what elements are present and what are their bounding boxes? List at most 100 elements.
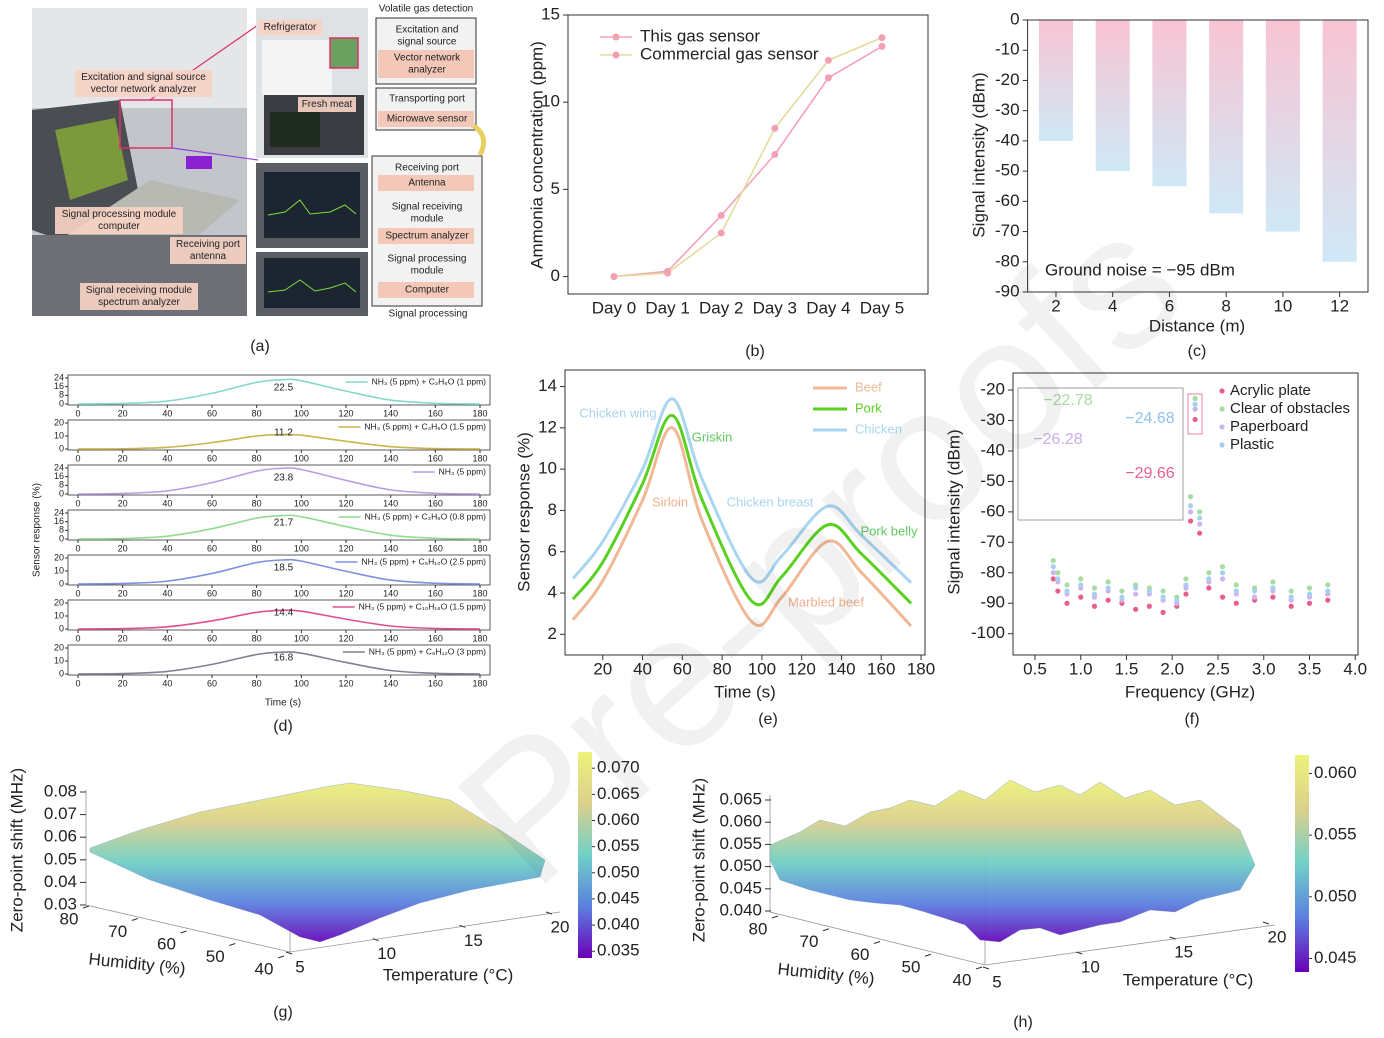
y-tick-label: 10 (54, 655, 64, 665)
y-tick-label: 10 (541, 92, 560, 111)
point (1219, 594, 1226, 600)
x-tick-label: 60 (673, 659, 692, 678)
data-label: 21.7 (274, 518, 294, 529)
caption: (c) (1188, 343, 1207, 360)
point (1105, 579, 1111, 585)
legend-label: NH₃ (5 ppm) + C₃H₆O (1.5 ppm) (364, 421, 486, 431)
y-axis-label: Ammonia concentration (ppm) (527, 41, 546, 269)
x-tick-label: 10 (377, 944, 396, 963)
colorbar-tick-label: 0.055 (597, 836, 640, 855)
point (1270, 594, 1276, 600)
y-tick-label: 50 (206, 947, 225, 966)
x-tick-label: 140 (827, 659, 855, 678)
x-tick-label: 3.0 (1252, 659, 1276, 678)
flow-highlight (378, 111, 474, 127)
y-tick-label: -50 (980, 471, 1005, 490)
y-tick (822, 928, 830, 932)
x-tick (1169, 936, 1176, 940)
x-tick-label: 0 (75, 543, 80, 553)
y-tick-label: 8 (59, 525, 64, 535)
flow-label: Excitation and (396, 25, 459, 36)
series-line (77, 558, 481, 585)
point (1064, 588, 1070, 594)
x-tick-label: 100 (294, 678, 309, 688)
point (1187, 509, 1194, 515)
z-tick-label: 0.08 (44, 781, 77, 800)
x-tick-label: 4 (1108, 296, 1117, 315)
point (610, 273, 618, 281)
surface (89, 782, 546, 943)
x-tick-label: 2.5 (1206, 659, 1230, 678)
point (1183, 576, 1189, 582)
y-tick-label: 15 (541, 4, 560, 23)
x-tick-label: 160 (428, 588, 443, 598)
x-tick-label: 80 (252, 543, 262, 553)
point (1091, 585, 1098, 591)
point (771, 151, 779, 158)
caption: (e) (758, 711, 778, 728)
data-label: 11.2 (274, 428, 293, 439)
y-tick-label: -70 (995, 221, 1020, 240)
annotation: Sirloin (652, 494, 688, 509)
flow-label: Receiving port (395, 163, 459, 174)
laptop-screen (55, 118, 128, 200)
x-tick (545, 911, 553, 915)
y-tick-label: 20 (54, 552, 64, 562)
y-tick-label: 24 (54, 462, 64, 472)
annotation: −24.68 (1125, 410, 1174, 427)
z-tick-label: 0.050 (719, 856, 762, 875)
x-tick-label: 1.5 (1115, 659, 1139, 678)
x-tick-label: Day 0 (592, 298, 636, 317)
label-box (55, 207, 183, 234)
y-tick-label: 10 (54, 430, 64, 440)
x-tick-label: 80 (252, 498, 262, 508)
y-tick-label: 0 (59, 488, 64, 498)
z-axis-label: Zero-point shift (MHz) (689, 778, 708, 942)
y-tick-label: 12 (538, 417, 557, 436)
x-tick-label: 0 (75, 588, 80, 598)
x-tick-label: 2.0 (1160, 659, 1184, 678)
x-tick-label: 4.0 (1343, 659, 1367, 678)
y-tick-label: 2 (548, 624, 557, 643)
data-label: 18.5 (274, 563, 294, 574)
y-tick-label: 14 (538, 376, 557, 395)
legend-marker (1219, 424, 1225, 430)
z-tick-label: 0.045 (719, 878, 762, 897)
x-tick-label: 0 (75, 498, 80, 508)
caption: (d) (273, 718, 293, 735)
photo-label: Receiving port (176, 239, 240, 250)
x-tick-label: 20 (118, 498, 128, 508)
data-label: 16.8 (274, 653, 294, 664)
legend-label: NH₃ (5 ppm) + C₆H₁₂O (3 ppm) (369, 646, 486, 656)
point (1160, 594, 1166, 600)
series-line (571, 413, 913, 607)
y-tick (82, 905, 90, 909)
x-tick-label: 120 (338, 633, 353, 643)
gas-mark (186, 156, 212, 169)
point (1174, 597, 1180, 603)
z-tick-label: 0.03 (44, 894, 77, 913)
x-tick-label: 180 (472, 408, 487, 418)
point (1219, 570, 1226, 576)
point (1325, 597, 1331, 603)
legend-label: NH₃ (5 ppm) + C₆H₁₀O (2.5 ppm) (361, 556, 486, 566)
point (1050, 570, 1056, 576)
subplot-frame (67, 374, 491, 406)
x-tick (285, 951, 293, 955)
x-tick-label: 1.0 (1069, 659, 1093, 678)
point (824, 74, 832, 82)
point (1183, 582, 1189, 588)
point (771, 124, 779, 132)
bar (1038, 20, 1073, 141)
z-tick-label: 0.06 (44, 827, 77, 846)
flow-label: Signal processing (388, 254, 467, 265)
x-tick-label: 80 (252, 408, 262, 418)
point (1197, 509, 1203, 515)
colorbar (1295, 755, 1309, 972)
y-tick-label: -100 (971, 623, 1005, 642)
label-box (80, 283, 198, 310)
surface (769, 779, 1256, 943)
flow-label: Spectrum analyzer (385, 231, 469, 242)
y-tick-label: 0 (1010, 9, 1019, 28)
point (1055, 576, 1061, 582)
